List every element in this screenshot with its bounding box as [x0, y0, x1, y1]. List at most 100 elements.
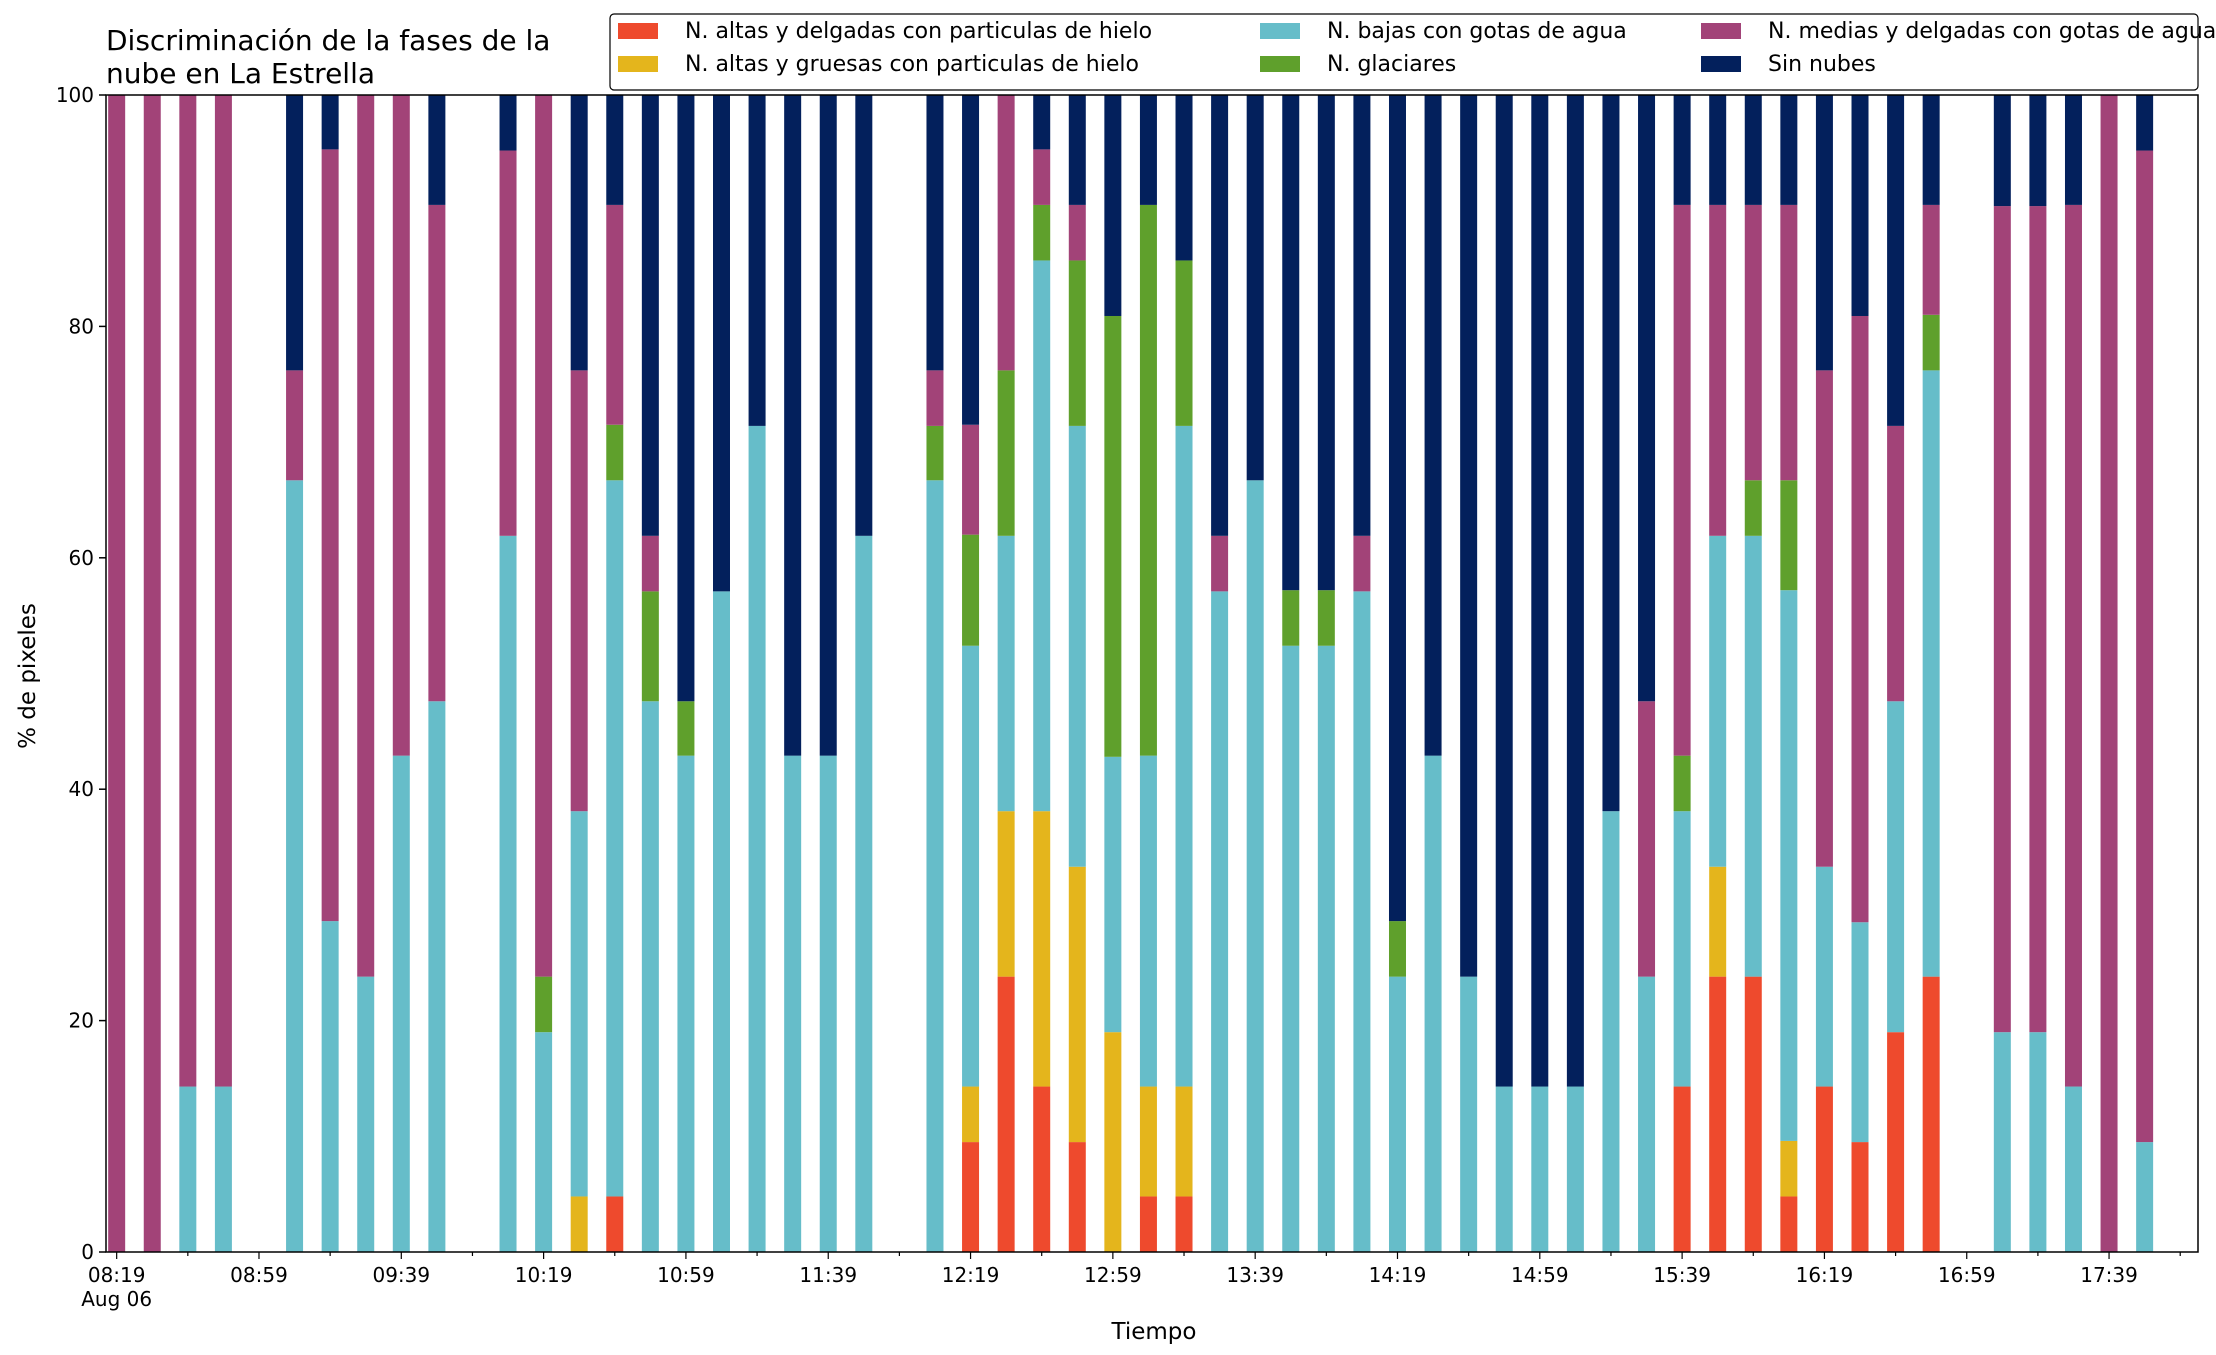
bar-stack-6 [357, 95, 375, 1252]
bar-stack-31 [1317, 95, 1335, 1252]
x-tick-label: 08:19 [88, 1263, 146, 1287]
bar-stack-48 [1922, 95, 1940, 1252]
bar-segment-altas-gruesas [1139, 1086, 1157, 1197]
bar-segment-medias [926, 370, 944, 426]
bar-segment-bajas [784, 755, 802, 1252]
bar-segment-medias [143, 95, 161, 1252]
bar-segment-bajas [1068, 425, 1086, 867]
bar-segment-glaciares [606, 424, 624, 481]
bar-segment-medias [357, 95, 375, 977]
bars-layer [108, 95, 2154, 1252]
bar-segment-medias [1993, 206, 2011, 1033]
bar-segment-bajas [535, 1032, 553, 1252]
legend-swatch-altas-gruesas [618, 56, 658, 72]
bar-stack-19 [855, 95, 873, 1252]
bar-segment-bajas [2064, 1086, 2082, 1252]
bar-stack-2 [179, 95, 197, 1252]
bar-segment-altas-delgadas [1709, 976, 1727, 1252]
bar-segment-medias [179, 95, 197, 1087]
bar-segment-sin-nubes [1033, 95, 1051, 150]
bar-segment-sin-nubes [1638, 95, 1656, 702]
x-tick-label: 12:19 [942, 1263, 1000, 1287]
bar-segment-glaciares [1922, 314, 1940, 371]
x-tick-label: 12:59 [1084, 1263, 1142, 1287]
bar-segment-altas-delgadas [606, 1196, 624, 1252]
y-tick-label: 0 [81, 1240, 94, 1264]
y-tick-label: 20 [69, 1009, 94, 1033]
bar-stack-24 [1068, 95, 1086, 1252]
y-tick-label: 100 [56, 83, 94, 107]
bar-segment-bajas [1922, 370, 1940, 977]
bar-segment-sin-nubes [1139, 95, 1157, 205]
legend-swatch-medias [1701, 23, 1741, 39]
bar-segment-bajas [1424, 755, 1442, 1252]
bar-stack-28 [1211, 95, 1229, 1252]
bar-segment-altas-delgadas [1815, 1086, 1833, 1252]
bar-segment-altas-delgadas [1851, 1142, 1869, 1252]
bar-segment-sin-nubes [606, 95, 624, 205]
bar-segment-altas-delgadas [962, 1142, 980, 1252]
bar-segment-sin-nubes [1317, 95, 1335, 591]
bar-stack-26 [1139, 95, 1157, 1252]
bar-stack-9 [499, 95, 517, 1252]
bar-segment-sin-nubes [1566, 95, 1584, 1087]
bar-segment-bajas [855, 535, 873, 1252]
bar-stack-43 [1744, 95, 1762, 1252]
bar-segment-sin-nubes [1388, 95, 1406, 922]
bar-segment-glaciares [641, 591, 659, 702]
bar-segment-sin-nubes [1993, 95, 2011, 207]
bar-segment-glaciares [926, 425, 944, 481]
bar-segment-bajas [1815, 866, 1833, 1087]
bar-segment-sin-nubes [1602, 95, 1620, 812]
bar-segment-altas-gruesas [1104, 1032, 1122, 1252]
bar-segment-medias [1068, 204, 1086, 261]
bar-segment-sin-nubes [2064, 95, 2082, 205]
bar-segment-bajas [962, 645, 980, 1087]
bar-segment-bajas [214, 1086, 232, 1252]
bar-segment-altas-delgadas [1780, 1196, 1798, 1252]
bar-stack-45 [1815, 95, 1833, 1252]
bar-segment-altas-gruesas [570, 1196, 588, 1252]
bar-segment-medias [1922, 204, 1940, 315]
y-tick-label: 80 [69, 314, 94, 338]
bar-segment-bajas [1317, 645, 1335, 1252]
bar-segment-glaciares [677, 701, 695, 756]
bar-segment-bajas [1175, 425, 1193, 1087]
bar-stack-8 [428, 95, 446, 1252]
bar-segment-medias [962, 424, 980, 535]
bar-segment-sin-nubes [1068, 95, 1086, 205]
x-axis-label: Tiempo [1111, 1319, 1197, 1345]
legend-label-altas-delgadas: N. altas y delgadas con particulas de hi… [685, 19, 1152, 44]
bar-segment-altas-delgadas [1673, 1086, 1691, 1252]
y-axis-label: % de pixeles [15, 603, 41, 749]
bar-segment-bajas [499, 535, 517, 1252]
bar-segment-altas-delgadas [1068, 1142, 1086, 1252]
bar-stack-7 [392, 95, 410, 1252]
bar-segment-glaciares [1317, 590, 1335, 646]
bar-segment-medias [214, 95, 232, 1087]
bar-stack-3 [214, 95, 232, 1252]
bar-stack-18 [819, 95, 837, 1252]
x-tick-label: 13:39 [1226, 1263, 1284, 1287]
bar-segment-medias [570, 370, 588, 812]
bar-segment-bajas [1709, 535, 1727, 867]
bar-segment-bajas [1638, 976, 1656, 1252]
bar-stack-1 [143, 95, 161, 1252]
bar-segment-altas-delgadas [1139, 1196, 1157, 1252]
bar-segment-medias [1638, 701, 1656, 977]
bar-stack-5 [321, 95, 339, 1252]
bar-segment-glaciares [1388, 921, 1406, 977]
bar-segment-medias [1815, 370, 1833, 867]
bar-segment-sin-nubes [819, 95, 837, 756]
x-tick-label: 16:59 [1938, 1263, 1996, 1287]
bar-segment-glaciares [1068, 260, 1086, 426]
legend-swatch-glaciares [1260, 56, 1300, 72]
bar-segment-altas-delgadas [1744, 976, 1762, 1252]
bar-stack-37 [1531, 95, 1549, 1252]
bar-stack-44 [1780, 95, 1798, 1252]
bar-segment-sin-nubes [286, 95, 304, 371]
bar-segment-bajas [1780, 590, 1798, 1141]
y-tick-label: 60 [69, 546, 94, 570]
legend-label-medias: N. medias y delgadas con gotas de agua [1768, 19, 2216, 44]
bar-segment-medias [2100, 95, 2118, 1252]
